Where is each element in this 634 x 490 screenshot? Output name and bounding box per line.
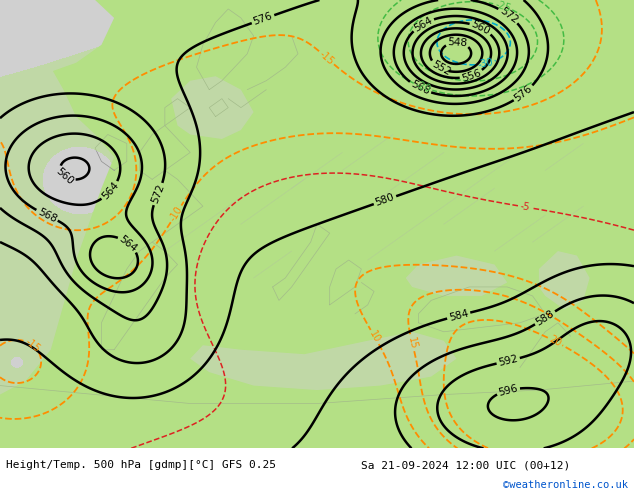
Text: -10: -10 — [167, 204, 184, 223]
Polygon shape — [0, 0, 634, 448]
Text: 592: 592 — [498, 354, 519, 368]
Text: 580: 580 — [374, 192, 396, 208]
Text: 564: 564 — [100, 180, 121, 202]
Text: 548: 548 — [447, 37, 468, 49]
Text: Height/Temp. 500 hPa [gdmp][°C] GFS 0.25: Height/Temp. 500 hPa [gdmp][°C] GFS 0.25 — [6, 460, 276, 470]
Text: 556: 556 — [460, 68, 482, 83]
Text: 572: 572 — [150, 183, 167, 205]
Polygon shape — [0, 0, 114, 76]
Polygon shape — [171, 76, 254, 139]
Text: 576: 576 — [513, 83, 534, 103]
Text: 15: 15 — [406, 336, 418, 350]
Text: -30: -30 — [477, 57, 494, 70]
Text: -5: -5 — [519, 201, 531, 213]
Polygon shape — [539, 251, 590, 309]
Text: 596: 596 — [497, 383, 519, 398]
Text: 560: 560 — [470, 19, 492, 37]
Text: 20: 20 — [547, 334, 563, 349]
Text: 568: 568 — [409, 79, 431, 97]
Text: Sa 21-09-2024 12:00 UIC (00+12): Sa 21-09-2024 12:00 UIC (00+12) — [361, 460, 571, 470]
Polygon shape — [190, 332, 456, 390]
Text: 568: 568 — [36, 206, 58, 224]
Text: 584: 584 — [448, 308, 470, 323]
Text: 576: 576 — [252, 11, 274, 27]
Polygon shape — [0, 0, 114, 394]
Polygon shape — [406, 256, 507, 296]
Text: -15: -15 — [317, 49, 336, 67]
Text: -15: -15 — [23, 336, 42, 354]
Text: 10: 10 — [367, 329, 382, 345]
Text: ©weatheronline.co.uk: ©weatheronline.co.uk — [503, 480, 628, 490]
Text: 560: 560 — [54, 166, 75, 186]
Text: 552: 552 — [430, 59, 452, 77]
Text: 572: 572 — [498, 5, 519, 25]
Text: 564: 564 — [412, 15, 434, 33]
Text: 588: 588 — [534, 308, 556, 327]
Text: 564: 564 — [117, 233, 139, 254]
Text: -25: -25 — [494, 0, 512, 14]
Text: -20: -20 — [414, 80, 432, 95]
